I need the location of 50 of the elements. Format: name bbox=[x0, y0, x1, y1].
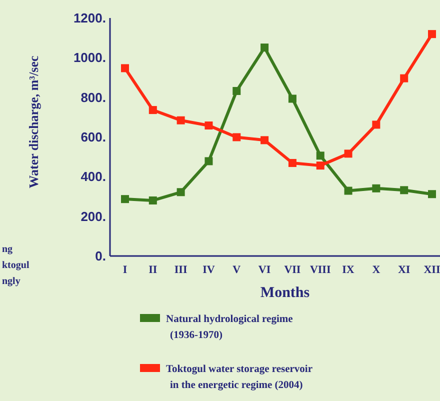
point bbox=[204, 121, 213, 130]
x-tick-label: XII bbox=[424, 264, 440, 276]
point bbox=[232, 133, 241, 142]
x-tick-label: VIII bbox=[310, 264, 331, 276]
point bbox=[372, 184, 380, 192]
point bbox=[400, 186, 408, 194]
x-tick-label: III bbox=[174, 264, 188, 276]
point bbox=[121, 64, 129, 72]
point bbox=[316, 152, 324, 160]
y-tick-label: 800. bbox=[80, 90, 106, 105]
x-tick-label: V bbox=[232, 264, 241, 276]
x-tick-label: II bbox=[148, 264, 158, 276]
point bbox=[344, 150, 352, 158]
point bbox=[121, 195, 129, 204]
point bbox=[176, 188, 185, 196]
y-tick-label: 1000. bbox=[73, 50, 106, 66]
y-tick-label: 600. bbox=[80, 130, 106, 145]
point bbox=[316, 162, 324, 170]
point bbox=[400, 74, 408, 82]
point bbox=[148, 106, 157, 114]
point bbox=[232, 86, 241, 95]
y-tick-label: 400. bbox=[80, 169, 106, 184]
text: ngly bbox=[2, 276, 20, 287]
point bbox=[288, 158, 296, 167]
point bbox=[428, 190, 436, 198]
point bbox=[148, 196, 157, 204]
y-tick-label: 1200. bbox=[73, 10, 106, 26]
point bbox=[176, 116, 185, 124]
text: ng bbox=[2, 244, 13, 255]
point bbox=[428, 30, 436, 38]
point bbox=[372, 120, 380, 129]
point bbox=[260, 44, 269, 52]
point bbox=[204, 157, 213, 166]
x-tick-label: IX bbox=[342, 264, 354, 276]
legend-label: Natural hydrological regime (1936-1970) bbox=[166, 314, 294, 341]
y-tick-label: 0. bbox=[95, 248, 106, 264]
x-axis-title: Months bbox=[260, 285, 310, 301]
x-tick-label: VII bbox=[284, 264, 301, 276]
x-tick-label: IV bbox=[202, 264, 215, 276]
point bbox=[344, 186, 352, 195]
y-axis-title: Water discharge, m³/sec bbox=[26, 56, 41, 188]
point bbox=[288, 94, 296, 103]
point bbox=[260, 136, 269, 144]
x-tick-label: VI bbox=[258, 264, 271, 276]
text: ktogul bbox=[2, 260, 30, 271]
x-tick-label: I bbox=[122, 264, 128, 276]
x-tick-label: XI bbox=[398, 264, 410, 276]
x-tick-label: X bbox=[372, 264, 380, 276]
y-tick-label: 200. bbox=[80, 208, 106, 224]
legend-label: Toktogul water storage reservoir in the energetic regime (2004) bbox=[166, 364, 313, 391]
